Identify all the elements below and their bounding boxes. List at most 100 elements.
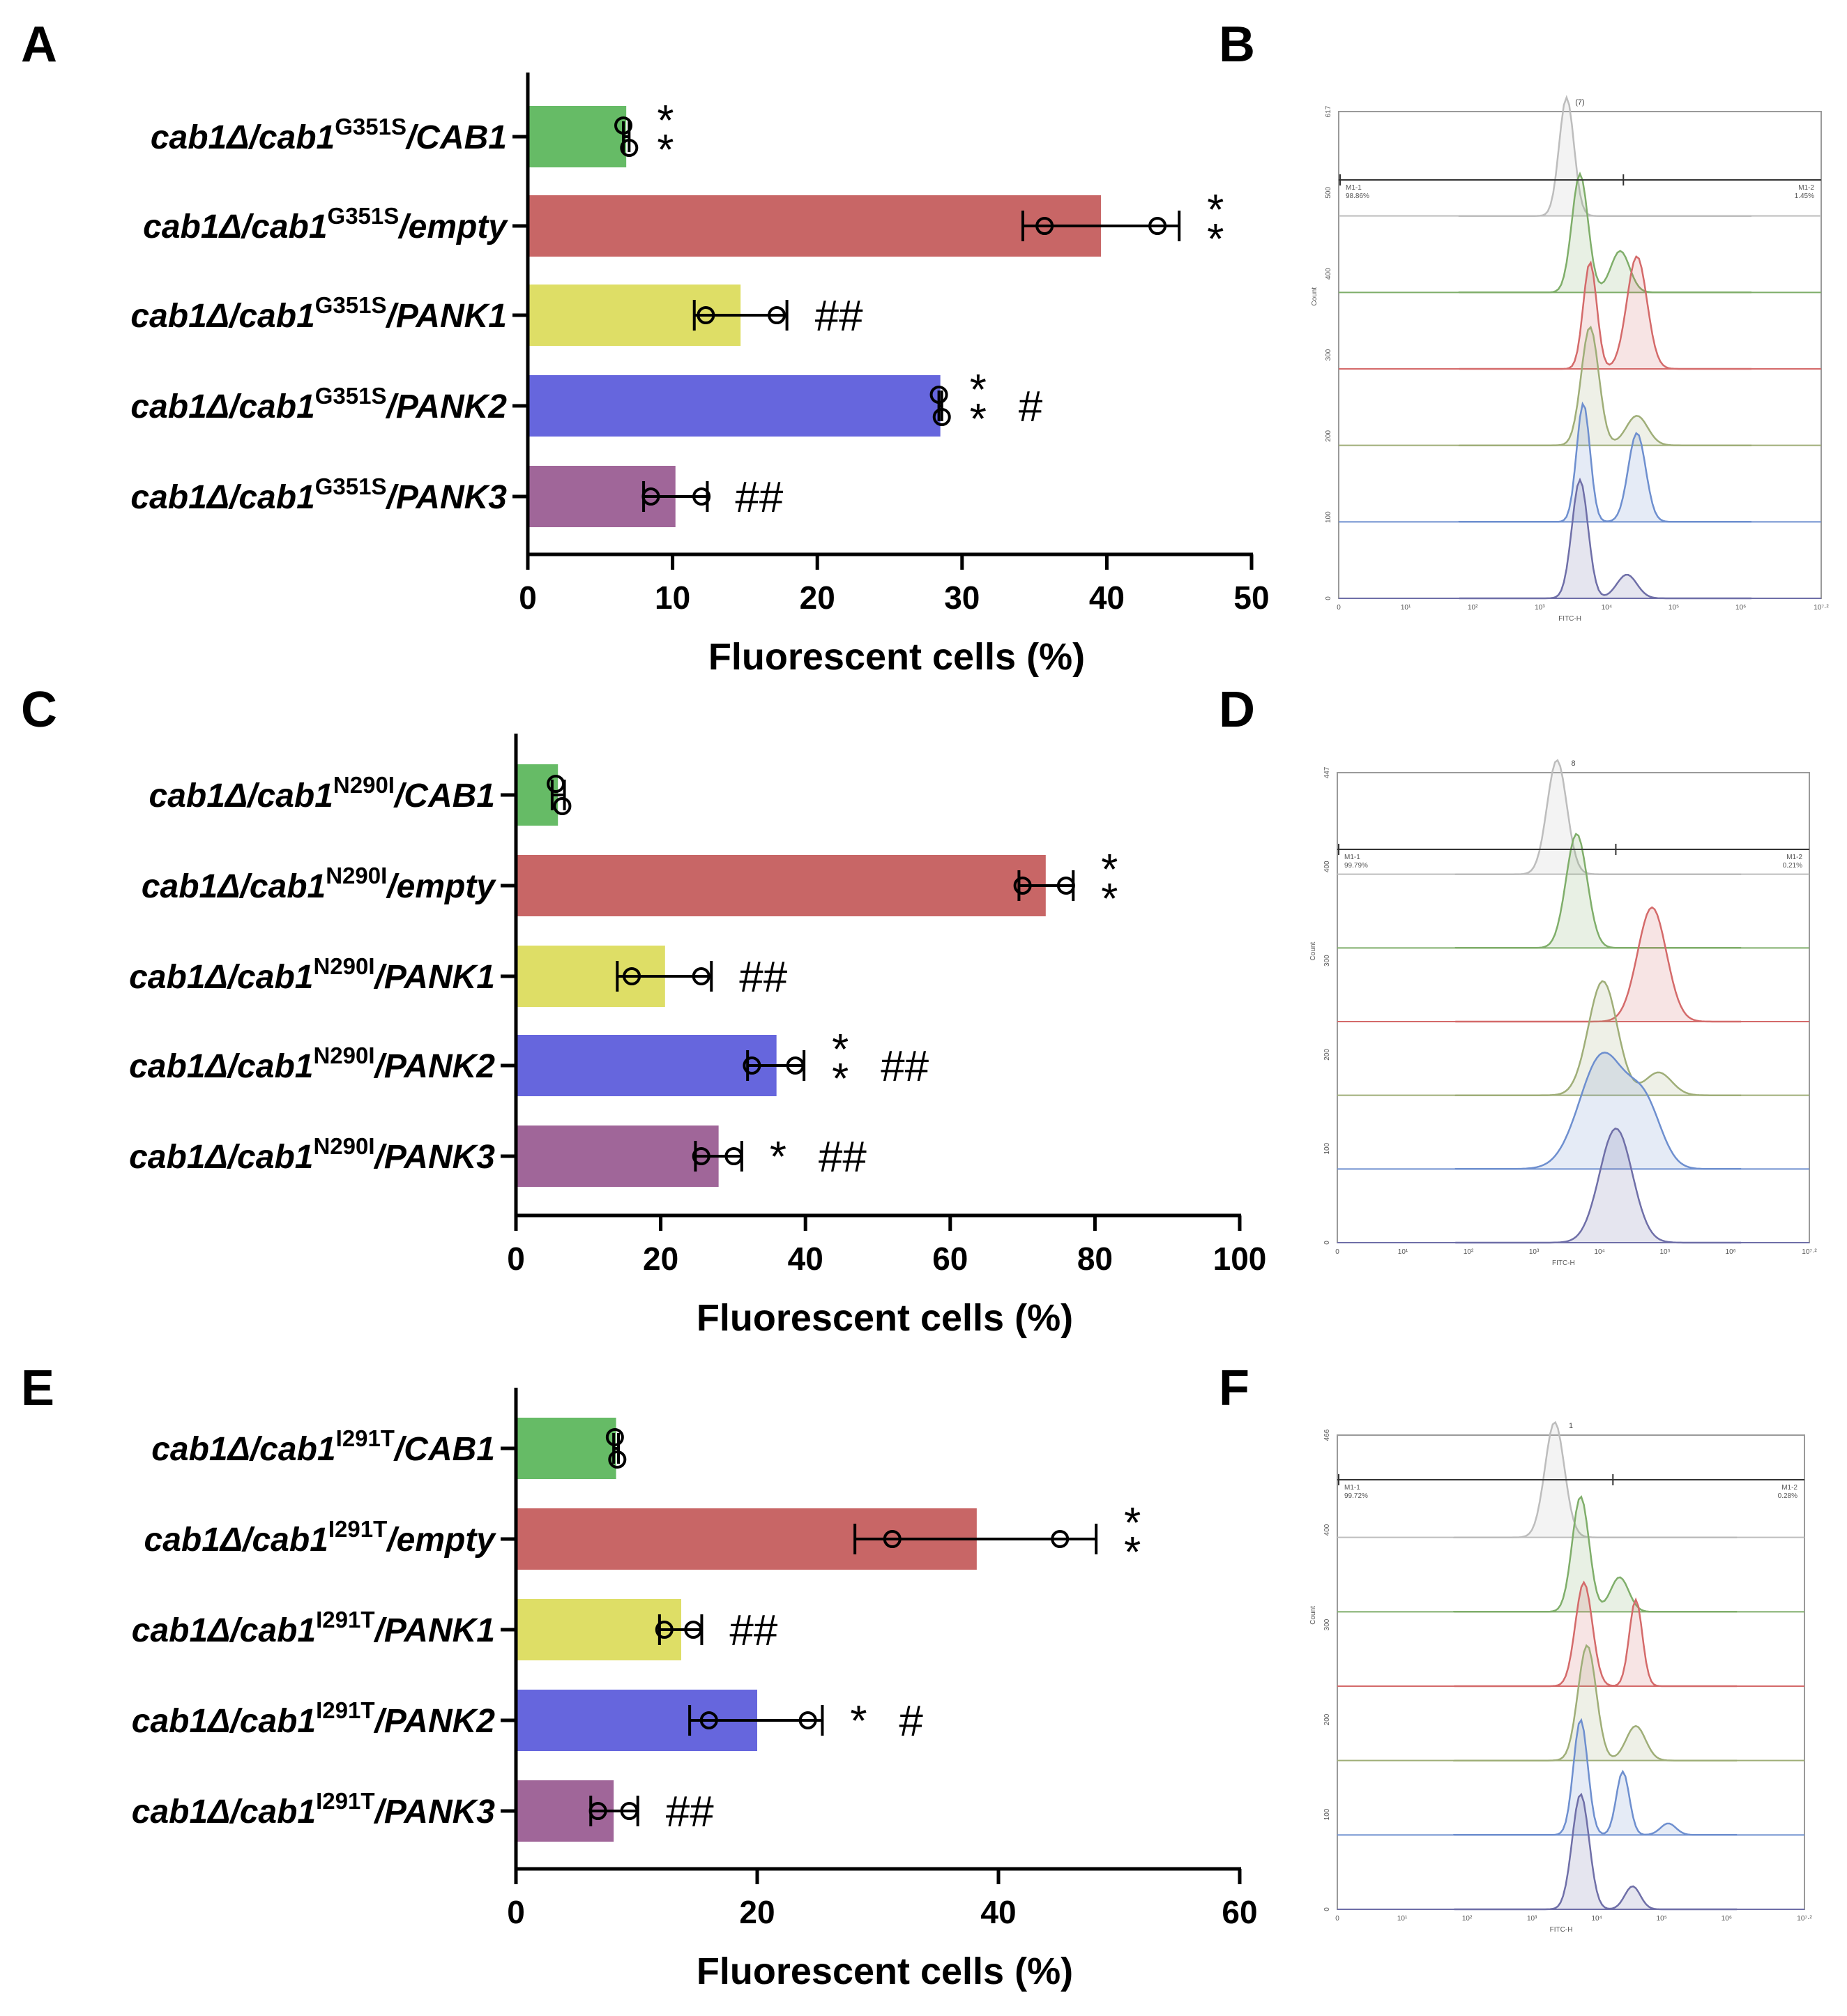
plot-title-d: 8: [1571, 759, 1575, 768]
flow-y-tick-d-1: 100: [1323, 1142, 1331, 1154]
significance-hash-c-2: ##: [739, 953, 787, 1001]
significance-hash-e-4: ##: [666, 1788, 714, 1836]
histogram-fill-f-2: [1454, 1582, 1740, 1686]
category-label-a-1: cab1Δ/cab1G351S/empty: [143, 203, 508, 245]
histogram-curve-d-5: [1455, 1127, 1742, 1244]
histogram-curve-d-3: [1454, 980, 1742, 1096]
gate-value-d-1: 0.21%: [1783, 862, 1802, 870]
flow-x-tick-d-7: 10⁷·²: [1802, 1248, 1817, 1256]
flow-x-tick-f-3: 10³: [1527, 1915, 1537, 1923]
bar-e-0: [516, 1418, 616, 1479]
significance-star-a-0: * *: [657, 97, 674, 174]
histogram-curve-b-3: [1458, 325, 1751, 446]
flow-x-tick-d-4: 10⁴: [1594, 1248, 1604, 1256]
category-label-c-3: cab1Δ/cab1N290I/PANK2: [129, 1043, 495, 1085]
bar-chart-a: cab1Δ/cab1G351S/CAB1 cab1Δ/cab1G351S/empt…: [130, 73, 1270, 678]
panel-letter-c: C: [21, 682, 57, 738]
significance-hash-a-4: ##: [735, 473, 783, 522]
bar-a-0: [528, 106, 627, 167]
data-point-a-3-0: [929, 386, 948, 404]
significance-star-c-1: * *: [1101, 846, 1118, 923]
bar-a-3: [528, 375, 941, 437]
data-point-a-4-1: [692, 487, 711, 506]
category-label-a-4: cab1Δ/cab1G351S/PANK3: [130, 473, 507, 516]
flow-y-tick-f-4: 400: [1323, 1524, 1331, 1536]
flow-x-label-f: FITC-H: [1550, 1926, 1573, 1934]
histogram-curve-b-1: [1458, 172, 1751, 294]
histogram-curve-b-2: [1459, 255, 1751, 370]
x-tick-label-a-3: 30: [944, 579, 980, 616]
panel-letter-d: D: [1219, 682, 1255, 738]
histogram-curve-b-5: [1459, 477, 1751, 600]
flow-x-tick-b-3: 10³: [1535, 604, 1545, 612]
flow-x-label-b: FITC-H: [1558, 615, 1581, 623]
bar-chart-e: cab1Δ/cab1I291T/CAB1 cab1Δ/cab1I291T/empt…: [132, 1388, 1258, 1992]
data-point-a-2-0: [697, 306, 715, 324]
flow-y-tick-f-2: 200: [1323, 1713, 1331, 1725]
flow-y-tick-b-1: 100: [1325, 511, 1332, 523]
data-point-e-2-0: [655, 1621, 674, 1639]
flow-y-tick-d-3: 300: [1323, 955, 1331, 967]
data-point-e-3-0: [699, 1711, 718, 1729]
flow-x-tick-d-1: 10¹: [1398, 1248, 1408, 1256]
plot-title-f: 1: [1569, 1422, 1573, 1430]
data-point-e-1-1: [1051, 1530, 1070, 1548]
histogram-curve-d-0: [1454, 759, 1742, 875]
x-tick-label-c-2: 40: [788, 1241, 823, 1277]
flow-x-tick-d-3: 10³: [1529, 1248, 1540, 1256]
significance-star-e-3: *: [850, 1697, 867, 1745]
data-point-e-1-0: [883, 1530, 902, 1548]
category-label-a-2: cab1Δ/cab1G351S/PANK1: [130, 292, 507, 335]
flow-x-tick-b-7: 10⁷·²: [1814, 604, 1829, 612]
x-tick-label-a-2: 20: [800, 579, 835, 616]
flow-histogram-f: 1 M1-199.72% M1-20.28% 0 10¹ 10² 10³ 10⁴ 10⁵ 10⁶ 1…: [1309, 1420, 1812, 1934]
flow-y-tick-b-3: 300: [1325, 349, 1332, 361]
significance-star-a-3: * *: [970, 366, 987, 444]
plot-frame-f: [1337, 1434, 1805, 1910]
x-tick-label-c-1: 20: [643, 1241, 678, 1277]
flow-y-tick-f-5: 466: [1323, 1429, 1331, 1441]
flow-y-label-d: Count: [1309, 942, 1317, 961]
bar-c-3: [516, 1035, 777, 1096]
flow-y-label-f: Count: [1309, 1606, 1317, 1625]
flow-x-label-d: FITC-H: [1552, 1259, 1575, 1267]
x-tick-label-c-3: 60: [932, 1241, 968, 1277]
flow-y-tick-f-0: 0: [1323, 1907, 1331, 1911]
x-tick-label-c-5: 100: [1213, 1241, 1267, 1277]
data-point-c-0-1: [553, 797, 572, 815]
data-point-e-0-1: [608, 1450, 627, 1469]
significance-hash-c-3: ##: [881, 1043, 929, 1091]
flow-y-tick-f-1: 100: [1323, 1808, 1331, 1820]
bar-c-4: [516, 1126, 719, 1187]
significance-star-c-3: * *: [832, 1026, 849, 1103]
data-point-a-0-0: [614, 116, 633, 135]
panel-letter-f: F: [1219, 1361, 1249, 1416]
data-point-c-3-0: [743, 1056, 761, 1075]
significance-star-a-1: * *: [1207, 186, 1224, 264]
histogram-fill-d-4: [1455, 1052, 1744, 1169]
flow-x-tick-f-0: 0: [1335, 1915, 1339, 1923]
flow-x-tick-b-2: 10²: [1468, 604, 1478, 612]
x-tick-label-c-0: 0: [507, 1241, 525, 1277]
category-label-a-3: cab1Δ/cab1G351S/PANK2: [130, 383, 507, 425]
plot-title-b: (7): [1575, 98, 1584, 107]
histogram-curve-f-0: [1453, 1420, 1738, 1538]
flow-x-tick-b-4: 10⁴: [1602, 604, 1612, 612]
panel-letter-a: A: [21, 17, 57, 73]
bar-chart-c: cab1Δ/cab1N290I/CAB1 cab1Δ/cab1N290I/empt…: [129, 734, 1266, 1339]
gate-label-b-0: M1-1: [1346, 184, 1362, 192]
histogram-curve-b-0: [1458, 94, 1751, 217]
category-label-c-4: cab1Δ/cab1N290I/PANK3: [129, 1133, 495, 1176]
x-tick-label-a-5: 50: [1233, 579, 1269, 616]
gate-value-b-1: 1.45%: [1795, 192, 1814, 200]
significance-star-c-4: *: [770, 1133, 786, 1181]
gate-label-f-0: M1-1: [1344, 1484, 1360, 1492]
significance-hash-c-4: ##: [819, 1133, 867, 1181]
data-point-a-1-1: [1148, 217, 1167, 235]
panel-letter-e: E: [21, 1361, 54, 1416]
flow-y-tick-f-3: 300: [1323, 1619, 1331, 1630]
histogram-curve-f-4: [1453, 1718, 1738, 1836]
gate-label-d-1: M1-2: [1786, 854, 1802, 861]
gate-value-d-0: 99.79%: [1344, 862, 1368, 870]
